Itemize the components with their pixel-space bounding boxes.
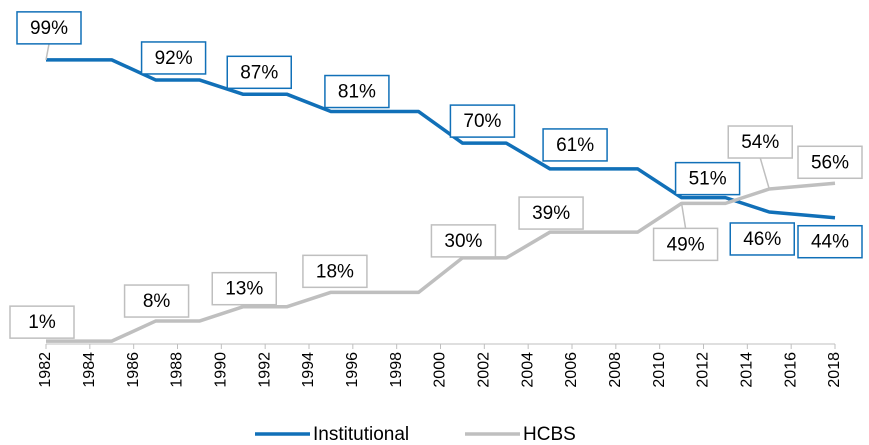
value-label-text: 44% <box>811 232 849 253</box>
value-label-text: 99% <box>30 18 68 39</box>
value-label-text: 49% <box>667 234 705 255</box>
value-label-text: 51% <box>689 169 727 190</box>
value-label-text: 39% <box>532 203 570 224</box>
value-label: 46% <box>729 222 795 256</box>
value-label: 18% <box>302 254 368 289</box>
value-label-text: 8% <box>143 291 171 312</box>
value-label-box <box>430 224 497 258</box>
value-label-text: 70% <box>463 111 501 132</box>
value-label: 30% <box>430 224 497 258</box>
value-label: 56% <box>797 145 863 180</box>
x-tick-label: 2006 <box>563 352 580 388</box>
x-tick-label: 2012 <box>695 352 712 388</box>
x-tick-label: 1996 <box>344 352 361 388</box>
value-label-box <box>797 145 863 180</box>
x-tick-label: 1984 <box>81 352 98 388</box>
value-label: 61% <box>542 128 608 162</box>
value-label: 87% <box>226 55 292 90</box>
value-label-box <box>518 196 584 230</box>
legend-label: HCBS <box>523 424 576 445</box>
value-label: 39% <box>518 196 584 230</box>
x-tick-label: 1988 <box>169 352 186 388</box>
leader-line <box>759 157 770 190</box>
value-label: 92% <box>140 41 207 75</box>
value-label-box <box>652 227 719 262</box>
value-label: 70% <box>449 104 516 138</box>
x-tick-label: 2016 <box>782 352 799 388</box>
value-label: 81% <box>324 74 390 109</box>
value-label-box <box>542 128 608 162</box>
legend-label: Institutional <box>313 424 409 445</box>
value-label: 51% <box>674 161 741 196</box>
leader-line <box>45 43 50 61</box>
x-tick-label: 1986 <box>125 352 142 388</box>
value-label: 1% <box>9 305 75 339</box>
value-label-box <box>727 125 793 159</box>
value-label: 99% <box>16 11 82 61</box>
value-label-text: 56% <box>811 152 849 173</box>
x-tick-label: 2008 <box>607 352 624 388</box>
value-label-box <box>226 55 292 90</box>
value-label-text: 30% <box>444 231 482 252</box>
line-1 <box>46 181 836 343</box>
value-label-box <box>674 161 741 196</box>
value-label-box <box>16 11 82 45</box>
x-tick-label: 1992 <box>256 352 273 388</box>
value-label-box <box>797 224 863 259</box>
value-label-text: 92% <box>155 48 193 69</box>
value-label-text: 1% <box>28 312 56 333</box>
value-label-box <box>211 271 277 306</box>
value-label-text: 81% <box>338 82 376 103</box>
x-tick-label: 2014 <box>739 352 756 388</box>
x-tick-label: 2018 <box>826 352 843 388</box>
value-label-text: 61% <box>556 135 594 156</box>
value-label: 54% <box>727 125 793 190</box>
value-label-box <box>302 254 368 289</box>
x-tick-label: 1990 <box>213 352 230 388</box>
value-label-text: 87% <box>240 62 278 83</box>
value-label-box <box>449 104 516 138</box>
x-tick-label: 1998 <box>388 352 405 388</box>
value-label-text: 46% <box>743 229 781 250</box>
line-0 <box>46 58 836 220</box>
leader-line <box>680 203 687 229</box>
value-label-text: 54% <box>741 132 779 153</box>
x-tick-label: 2010 <box>651 352 668 388</box>
value-label: 13% <box>211 271 277 306</box>
value-label-box <box>729 222 795 256</box>
value-label: 49% <box>652 203 719 262</box>
x-tick-label: 2002 <box>476 352 493 388</box>
value-label-box <box>123 284 190 318</box>
x-tick-label: 1982 <box>37 352 54 388</box>
value-label: 8% <box>123 284 190 318</box>
value-label-text: 18% <box>316 261 354 282</box>
value-label-box <box>324 74 390 109</box>
value-label: 44% <box>797 224 863 259</box>
x-tick-label: 2004 <box>519 352 536 388</box>
x-tick-label: 2000 <box>432 352 449 388</box>
value-label-box <box>140 41 207 75</box>
value-label-text: 13% <box>225 279 263 300</box>
x-tick-label: 1994 <box>300 352 317 388</box>
value-label-box <box>9 305 75 339</box>
